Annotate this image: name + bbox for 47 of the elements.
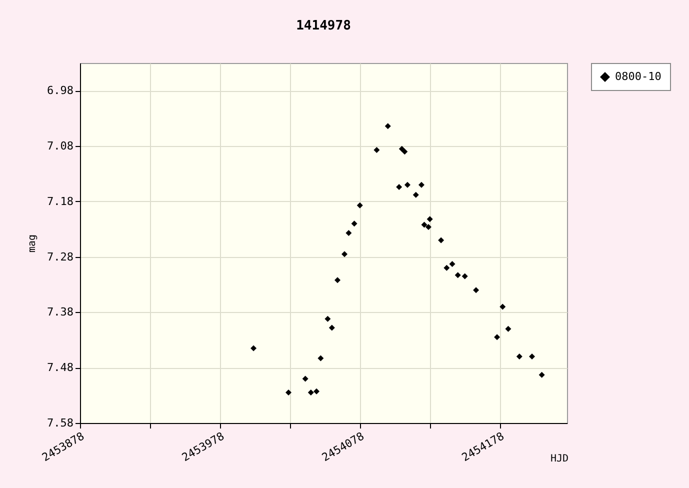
point (384, 123, 391, 130)
point (328, 324, 335, 331)
point (449, 261, 456, 268)
y-axis-title: mag (27, 234, 38, 253)
y-tick-label: 7.28 (47, 250, 74, 264)
y-tick-label: 7.38 (47, 306, 74, 319)
point (418, 182, 424, 188)
point (454, 272, 461, 278)
y-tick-label: 7.18 (47, 194, 74, 208)
x-axis-title: HJD (550, 454, 569, 464)
point (356, 202, 363, 208)
point (505, 326, 512, 332)
point (286, 390, 292, 396)
point (529, 354, 536, 360)
point (473, 287, 480, 294)
point (421, 222, 428, 228)
point (516, 354, 522, 360)
point (538, 372, 545, 378)
point (438, 237, 444, 244)
point (318, 355, 324, 362)
point (426, 216, 433, 222)
point (494, 334, 500, 340)
point (351, 220, 358, 227)
point (250, 345, 257, 352)
point (398, 146, 405, 152)
point (302, 376, 308, 382)
point (314, 388, 320, 394)
point (341, 251, 348, 258)
point (444, 264, 450, 271)
point (402, 148, 408, 155)
chart-title: 1414978 (296, 18, 352, 34)
point (462, 273, 468, 280)
point (404, 182, 410, 188)
point (346, 230, 352, 236)
point (500, 304, 506, 310)
point (334, 277, 340, 284)
y-tick-label: 7.08 (47, 140, 74, 153)
y-tick-label: 6.98 (47, 84, 74, 98)
point (324, 316, 331, 322)
point (308, 390, 314, 396)
point (396, 184, 402, 190)
point (425, 224, 432, 230)
point (412, 192, 419, 198)
legend-label: 0800-10 (615, 70, 662, 83)
y-tick-label: 7.48 (47, 361, 74, 374)
y-tick-label: 7.58 (47, 416, 74, 430)
point (374, 146, 380, 153)
